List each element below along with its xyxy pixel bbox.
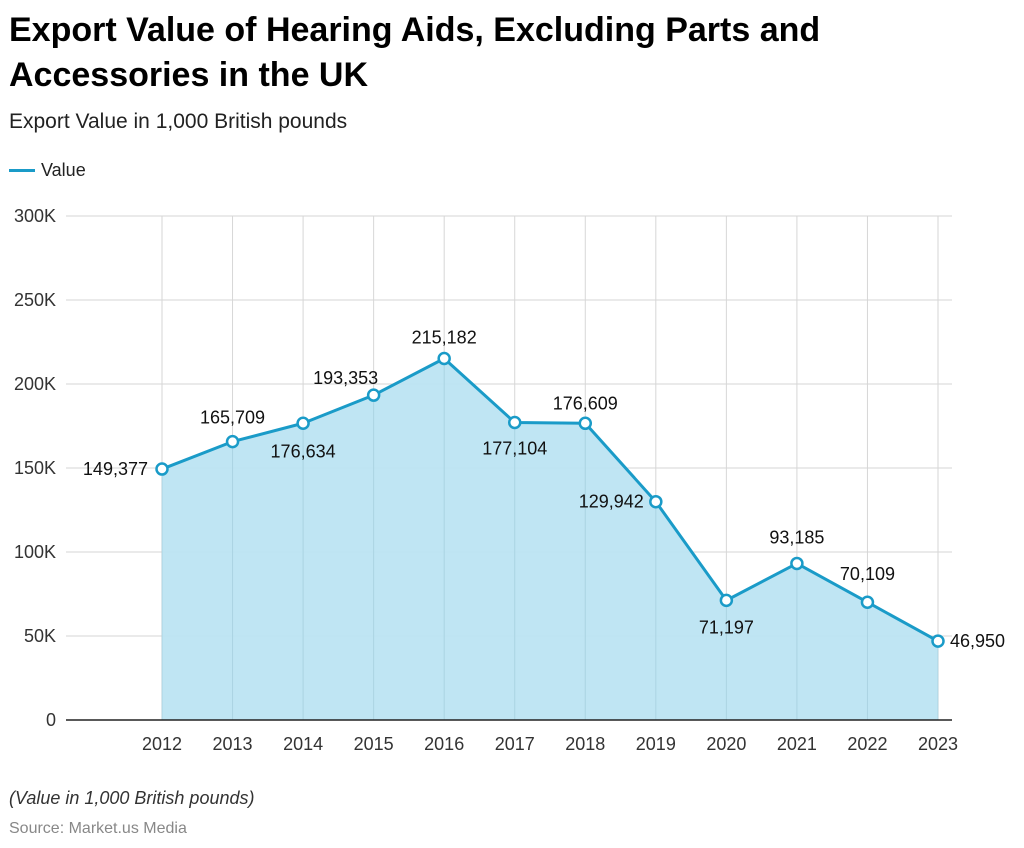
data-point — [931, 634, 945, 648]
data-label: 70,109 — [840, 564, 895, 584]
data-point — [649, 494, 663, 509]
source-credit: Source: Market.us Media — [9, 820, 187, 837]
x-tick-label: 2014 — [283, 734, 323, 754]
data-label: 193,353 — [313, 368, 378, 388]
chart-subtitle: Export Value in 1,000 British pounds — [9, 110, 348, 133]
y-tick-label: 200K — [14, 374, 56, 394]
y-tick-label: 100K — [14, 542, 56, 562]
x-tick-label: 2020 — [706, 734, 746, 754]
data-label: 71,197 — [699, 617, 754, 637]
data-label: 129,942 — [579, 492, 644, 512]
y-tick-label: 50K — [24, 626, 56, 646]
data-label: 215,182 — [412, 327, 477, 347]
data-label: 46,950 — [950, 631, 1005, 651]
x-tick-label: 2016 — [424, 734, 464, 754]
data-label: 176,609 — [553, 393, 618, 413]
data-label: 165,709 — [200, 408, 265, 428]
x-tick-label: 2023 — [918, 734, 958, 754]
legend-label: Value — [41, 160, 86, 180]
y-tick-label: 300K — [14, 206, 56, 226]
legend: Value — [9, 160, 86, 181]
data-point — [578, 416, 593, 431]
y-tick-label: 150K — [14, 458, 56, 478]
data-point — [860, 595, 875, 609]
x-tick-label: 2018 — [565, 734, 605, 754]
chart-title: Export Value of Hearing Aids, Excluding … — [9, 11, 821, 94]
legend-swatch — [9, 169, 35, 172]
data-point — [225, 434, 240, 449]
x-tick-label: 2012 — [142, 734, 182, 754]
x-tick-label: 2017 — [495, 734, 535, 754]
footnote: (Value in 1,000 British pounds) — [9, 788, 255, 808]
data-label: 177,104 — [482, 438, 547, 458]
data-label: 93,185 — [769, 527, 824, 547]
y-tick-label: 0 — [46, 710, 56, 730]
data-point — [296, 416, 310, 431]
x-tick-label: 2013 — [213, 734, 253, 754]
x-tick-label: 2022 — [847, 734, 887, 754]
data-point — [507, 415, 522, 430]
x-tick-label: 2019 — [636, 734, 676, 754]
data-point — [437, 351, 451, 366]
data-point — [719, 593, 734, 608]
data-label: 149,377 — [83, 459, 148, 479]
x-tick-label: 2015 — [354, 734, 394, 754]
y-tick-label: 250K — [14, 290, 56, 310]
data-point — [366, 388, 381, 402]
data-point — [790, 556, 804, 571]
area-fill — [162, 358, 938, 720]
data-label: 176,634 — [271, 441, 336, 461]
series-line — [161, 356, 939, 643]
x-tick-label: 2021 — [777, 734, 817, 754]
data-point — [155, 462, 169, 476]
